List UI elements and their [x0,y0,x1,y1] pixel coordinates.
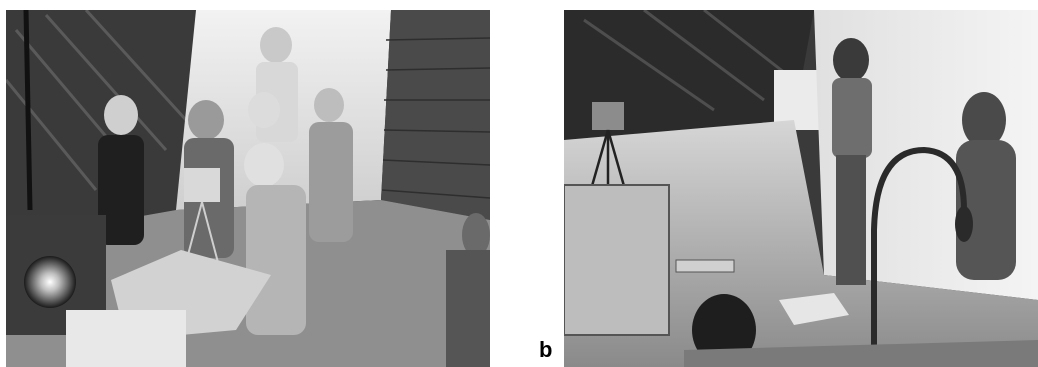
photo-children-with-projector [6,10,490,367]
panel-label-b: b [539,337,553,362]
photo-girl-with-shadow [564,10,1038,367]
photo-a-graphic [6,10,490,367]
photo-b-graphic [564,10,1038,367]
